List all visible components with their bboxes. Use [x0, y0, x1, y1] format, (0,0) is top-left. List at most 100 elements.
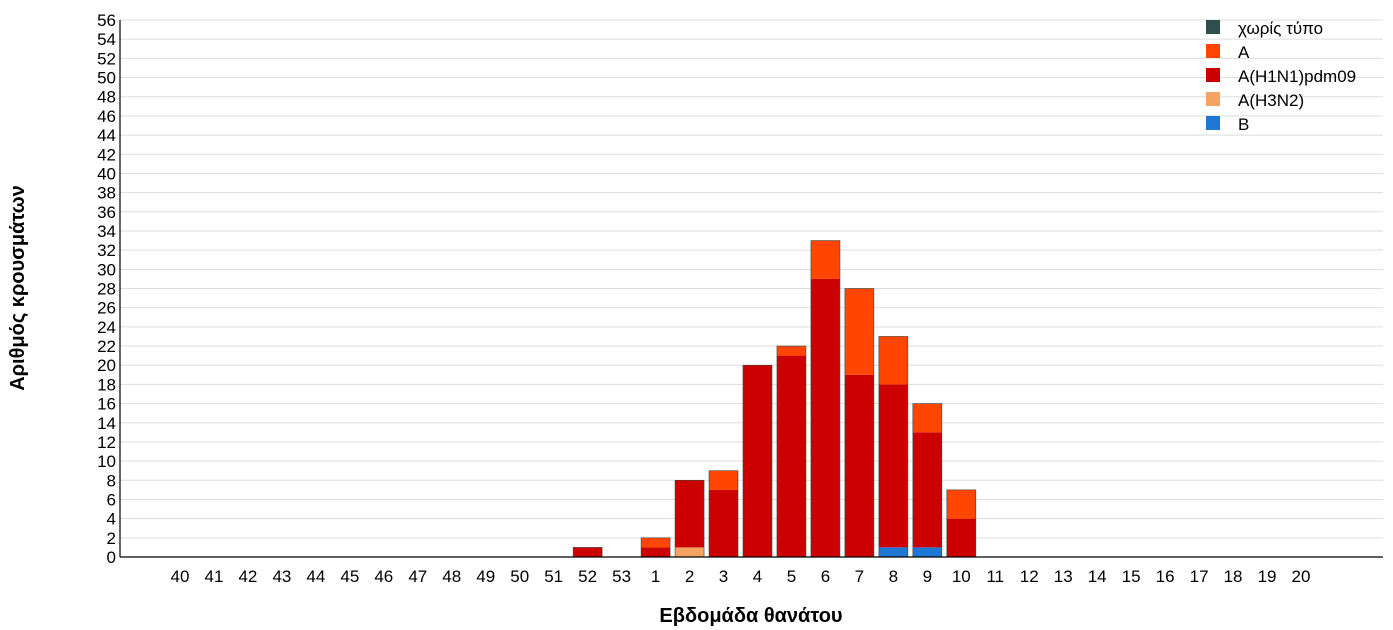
y-tick-label: 52: [97, 49, 116, 68]
y-tick-label: 38: [97, 184, 116, 203]
bar-segment: [844, 288, 874, 375]
bar-segment: [810, 240, 840, 279]
x-tick-label: 41: [205, 567, 224, 586]
y-tick-label: 42: [97, 145, 116, 164]
x-tick-labels: 40 41 42 43 44 45 46 47 48 49 50 51 52 53 1 2 3 4 5 6 7 8 9 10 1…: [171, 567, 1311, 586]
x-tick-label: 52: [578, 567, 597, 586]
bar-segment: [912, 547, 942, 557]
x-tick-label: 12: [1020, 567, 1039, 586]
x-tick-label: 46: [374, 567, 393, 586]
y-tick-label: 30: [97, 260, 116, 279]
x-tick-label: 10: [952, 567, 971, 586]
bar-segment: [776, 346, 806, 356]
bar-segment: [810, 278, 840, 557]
x-tick-label: 17: [1190, 567, 1209, 586]
bar-segment: [709, 489, 739, 557]
y-tick-label: 12: [97, 433, 116, 452]
bar-segment: [675, 547, 705, 557]
x-tick-label: 19: [1258, 567, 1277, 586]
x-tick-label: 16: [1156, 567, 1175, 586]
x-tick-label: 7: [855, 567, 864, 586]
x-tick-label: 47: [408, 567, 427, 586]
x-tick-label: 4: [753, 567, 762, 586]
y-tick-label: 50: [97, 69, 116, 88]
y-tick-label: 22: [97, 337, 116, 356]
bar-segment: [709, 470, 739, 490]
y-tick-label: 10: [97, 452, 116, 471]
x-tick-label: 49: [476, 567, 495, 586]
y-tick-label: 48: [97, 88, 116, 107]
y-tick-label: 20: [97, 356, 116, 375]
x-tick-label: 50: [510, 567, 529, 586]
bar-segment: [912, 432, 942, 548]
y-tick-label: 28: [97, 280, 116, 299]
legend-label: A: [1238, 43, 1250, 62]
legend-label: A(H3N2): [1238, 91, 1304, 110]
y-tick-label: 44: [97, 126, 116, 145]
x-tick-label: 9: [923, 567, 932, 586]
bar-segment: [844, 374, 874, 557]
x-tick-label: 18: [1224, 567, 1243, 586]
y-tick-label: 16: [97, 395, 116, 414]
y-axis-title: Αριθμός κρουσμάτων: [7, 185, 29, 391]
y-tick-label: 40: [97, 164, 116, 183]
x-tick-label: 51: [544, 567, 563, 586]
legend-swatch: [1206, 68, 1220, 82]
y-tick-label: 8: [107, 471, 116, 490]
legend-swatch: [1206, 116, 1220, 130]
x-tick-label: 53: [612, 567, 631, 586]
legend-label: χωρίς τύπο: [1238, 19, 1323, 38]
x-tick-label: 45: [340, 567, 359, 586]
bar-segment: [946, 489, 976, 519]
x-tick-label: 43: [272, 567, 291, 586]
bar-segment: [742, 365, 772, 557]
bar-segment: [573, 547, 603, 557]
x-tick-label: 8: [889, 567, 898, 586]
legend-swatch: [1206, 20, 1220, 34]
bar-segment: [878, 384, 908, 548]
y-tick-label: 46: [97, 107, 116, 126]
x-tick-label: 13: [1054, 567, 1073, 586]
x-tick-label: 3: [719, 567, 728, 586]
grid-lines: [120, 19, 1383, 539]
y-tick-label: 56: [97, 11, 116, 30]
y-tick-label: 32: [97, 241, 116, 260]
legend-label: B: [1238, 115, 1249, 134]
x-tick-label: 14: [1088, 567, 1107, 586]
bar-segment: [912, 403, 942, 433]
y-tick-label: 34: [97, 222, 116, 241]
legend-swatch: [1206, 44, 1220, 58]
x-tick-label: 40: [171, 567, 190, 586]
x-tick-label: 42: [238, 567, 257, 586]
bar-segment: [946, 518, 976, 557]
y-tick-label: 24: [97, 318, 116, 337]
y-tick-label: 2: [107, 529, 116, 548]
bar-segment: [641, 537, 671, 548]
y-tick-label: 36: [97, 203, 116, 222]
x-tick-label: 6: [821, 567, 830, 586]
bar-segment: [776, 355, 806, 557]
legend: χωρίς τύπο A A(H1N1)pdm09 A(H3N2) B: [1206, 19, 1356, 134]
y-tick-label: 6: [107, 490, 116, 509]
x-tick-label: 48: [442, 567, 461, 586]
y-tick-label: 18: [97, 375, 116, 394]
bar-segment: [641, 547, 671, 557]
y-tick-label: 26: [97, 299, 116, 318]
x-tick-label: 15: [1122, 567, 1141, 586]
legend-swatch: [1206, 92, 1220, 106]
x-tick-label: 11: [986, 567, 1004, 586]
x-tick-label: 1: [651, 567, 660, 586]
axes: [119, 20, 1383, 558]
bar-segment: [878, 547, 908, 557]
y-tick-label: 0: [107, 548, 116, 567]
x-tick-label: 44: [306, 567, 325, 586]
y-tick-label: 54: [97, 30, 116, 49]
y-tick-labels: 0246810121416182022242628303234363840424…: [97, 11, 116, 567]
bars: [572, 240, 977, 558]
x-tick-label: 2: [685, 567, 694, 586]
x-tick-label: 20: [1292, 567, 1311, 586]
y-tick-label: 14: [97, 414, 116, 433]
bar-segment: [878, 336, 908, 385]
legend-label: A(H1N1)pdm09: [1238, 67, 1356, 86]
